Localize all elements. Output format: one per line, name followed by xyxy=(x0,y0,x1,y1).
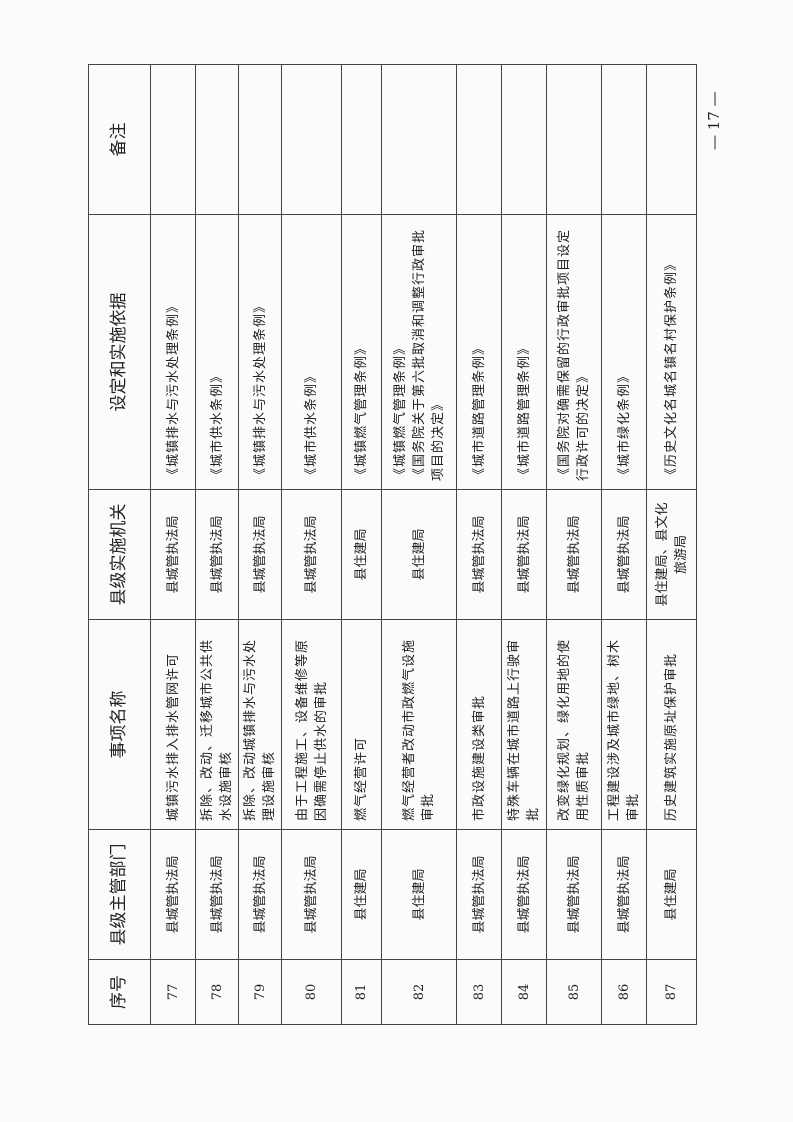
cell-basis: 《城市供水条例》 xyxy=(195,214,239,490)
cell-item: 燃气经营许可 xyxy=(341,619,382,830)
cell-dept: 县住建局 xyxy=(646,829,697,960)
cell-note xyxy=(601,64,647,215)
cell-no: 87 xyxy=(646,959,697,1025)
cell-no: 86 xyxy=(601,959,647,1025)
cell-item: 由于工程施工、设备维修等原因确需停止供水的审批 xyxy=(281,619,342,830)
cell-no: 84 xyxy=(501,959,547,1025)
table-row: 84 县城管执法局 特殊车辆在城市道路上行驶审批 县城管执法局 《城市道路管理条例》 xyxy=(501,64,547,1025)
cell-item: 特殊车辆在城市道路上行驶审批 xyxy=(501,619,547,830)
cell-agency: 县城管执法局 xyxy=(195,489,239,620)
cell-no: 83 xyxy=(456,959,502,1025)
cell-agency: 县城管执法局 xyxy=(456,489,502,620)
cell-basis: 《城市道路管理条例》 xyxy=(501,214,547,490)
cell-note xyxy=(238,64,282,215)
cell-item: 市政设施建设类审批 xyxy=(456,619,502,830)
cell-dept: 县住建局 xyxy=(341,829,382,960)
cell-dept: 县城管执法局 xyxy=(601,829,647,960)
cell-note xyxy=(646,64,697,215)
cell-no: 85 xyxy=(546,959,602,1025)
cell-note xyxy=(150,64,196,215)
header-dept: 县级主管部门 xyxy=(88,829,151,960)
header-row: 序号 县级主管部门 事项名称 县级实施机关 设定和实施依据 备注 xyxy=(88,64,151,1025)
cell-no: 81 xyxy=(341,959,382,1025)
cell-note xyxy=(501,64,547,215)
cell-note xyxy=(195,64,239,215)
cell-item: 改变绿化规划、绿化用地的使用性质审批 xyxy=(546,619,602,830)
cell-agency: 县城管执法局 xyxy=(281,489,342,620)
cell-basis: 《城市供水条例》 xyxy=(281,214,342,490)
cell-dept: 县城管执法局 xyxy=(281,829,342,960)
table-row: 78 县城管执法局 拆除、改动、迁移城市公共供水设施审核 县城管执法局 《城市供水条例》 xyxy=(195,64,239,1025)
table-row: 81 县住建局 燃气经营许可 县住建局 《城镇燃气管理条例》 xyxy=(341,64,382,1025)
cell-agency: 县城管执法局 xyxy=(601,489,647,620)
table-row: 77 县城管执法局 城镇污水排入排水管网许可 县城管执法局 《城镇排水与污水处理条例》 xyxy=(150,64,196,1025)
cell-agency: 县住建局 xyxy=(341,489,382,620)
cell-basis: 《国务院对确需保留的行政审批项目设定行政许可的决定》 xyxy=(546,214,602,490)
cell-agency: 县住建局、县文化旅游局 xyxy=(646,489,697,620)
cell-basis: 《城镇燃气管理条例》 《国务院关于第六批取消和调整行政审批项目的决定》 xyxy=(381,214,457,490)
cell-item: 拆除、改动城镇排水与污水处理设施审核 xyxy=(238,619,282,830)
cell-agency: 县城管执法局 xyxy=(546,489,602,620)
cell-basis: 《城镇排水与污水处理条例》 xyxy=(238,214,282,490)
cell-note xyxy=(546,64,602,215)
header-item: 事项名称 xyxy=(88,619,151,830)
cell-basis: 《城镇排水与污水处理条例》 xyxy=(150,214,196,490)
cell-basis: 《历史文化名城名镇名村保护条例》 xyxy=(646,214,697,490)
cell-no: 78 xyxy=(195,959,239,1025)
cell-dept: 县城管执法局 xyxy=(456,829,502,960)
cell-item: 燃气经营者改动市政燃气设施审批 xyxy=(381,619,457,830)
cell-note xyxy=(341,64,382,215)
cell-agency: 县城管执法局 xyxy=(150,489,196,620)
rotated-page: 序号 县级主管部门 事项名称 县级实施机关 设定和实施依据 备注 77 县城管执法… xyxy=(88,64,697,1025)
cell-dept: 县城管执法局 xyxy=(150,829,196,960)
cell-item: 城镇污水排入排水管网许可 xyxy=(150,619,196,830)
cell-agency: 县城管执法局 xyxy=(501,489,547,620)
approval-items-table: 序号 县级主管部门 事项名称 县级实施机关 设定和实施依据 备注 77 县城管执法… xyxy=(88,64,697,1025)
cell-note xyxy=(281,64,342,215)
table-row: 82 县住建局 燃气经营者改动市政燃气设施审批 县住建局 《城镇燃气管理条例》 《国务院关… xyxy=(381,64,457,1025)
cell-basis: 《城市绿化条例》 xyxy=(601,214,647,490)
table-row: 83 县城管执法局 市政设施建设类审批 县城管执法局 《城市道路管理条例》 xyxy=(456,64,502,1025)
cell-no: 82 xyxy=(381,959,457,1025)
table-row: 87 县住建局 历史建筑实施原址保护审批 县住建局、县文化旅游局 《历史文化名城名镇名村… xyxy=(646,64,697,1025)
cell-no: 77 xyxy=(150,959,196,1025)
header-basis: 设定和实施依据 xyxy=(88,214,151,490)
cell-no: 79 xyxy=(238,959,282,1025)
cell-dept: 县城管执法局 xyxy=(195,829,239,960)
table-row: 86 县城管执法局 工程建设涉及城市绿地、树木审批 县城管执法局 《城市绿化条例》 xyxy=(601,64,647,1025)
cell-agency: 县住建局 xyxy=(381,489,457,620)
cell-note xyxy=(456,64,502,215)
cell-dept: 县城管执法局 xyxy=(501,829,547,960)
header-no: 序号 xyxy=(88,959,151,1025)
cell-dept: 县住建局 xyxy=(381,829,457,960)
page-number: — 17 — xyxy=(705,91,723,150)
cell-dept: 县城管执法局 xyxy=(238,829,282,960)
cell-item: 历史建筑实施原址保护审批 xyxy=(646,619,697,830)
table-row: 79 县城管执法局 拆除、改动城镇排水与污水处理设施审核 县城管执法局 《城镇排水与污水… xyxy=(238,64,282,1025)
cell-item: 拆除、改动、迁移城市公共供水设施审核 xyxy=(195,619,239,830)
header-note: 备注 xyxy=(88,64,151,215)
cell-note xyxy=(381,64,457,215)
cell-basis: 《城市道路管理条例》 xyxy=(456,214,502,490)
table-row: 85 县城管执法局 改变绿化规划、绿化用地的使用性质审批 县城管执法局 《国务院对确需保… xyxy=(546,64,602,1025)
cell-dept: 县城管执法局 xyxy=(546,829,602,960)
cell-item: 工程建设涉及城市绿地、树木审批 xyxy=(601,619,647,830)
table-row: 80 县城管执法局 由于工程施工、设备维修等原因确需停止供水的审批 县城管执法局 《城市… xyxy=(281,64,342,1025)
cell-basis: 《城镇燃气管理条例》 xyxy=(341,214,382,490)
cell-no: 80 xyxy=(281,959,342,1025)
cell-agency: 县城管执法局 xyxy=(238,489,282,620)
header-agency: 县级实施机关 xyxy=(88,489,151,620)
